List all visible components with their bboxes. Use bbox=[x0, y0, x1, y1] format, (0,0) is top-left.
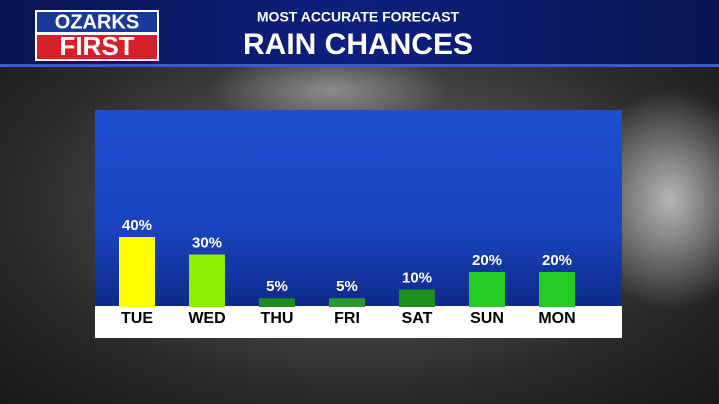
bar bbox=[329, 298, 365, 307]
data-label: 5% bbox=[266, 278, 288, 295]
bar bbox=[539, 272, 575, 307]
bar bbox=[399, 289, 435, 307]
x-tick-label: FRI bbox=[334, 310, 360, 327]
data-label: 5% bbox=[336, 278, 358, 295]
plot-area bbox=[95, 110, 622, 306]
x-tick-label: TUE bbox=[121, 310, 153, 327]
x-tick-label: SAT bbox=[402, 310, 433, 327]
logo-text: OZARKS bbox=[55, 11, 139, 33]
bar bbox=[189, 254, 225, 307]
data-label: 30% bbox=[192, 234, 222, 251]
bar bbox=[469, 272, 505, 307]
bar bbox=[259, 298, 295, 307]
label-strip bbox=[95, 306, 622, 338]
data-label: 20% bbox=[472, 252, 502, 269]
logo-box bbox=[35, 33, 159, 61]
subtitle: MOST ACCURATE FORECAST bbox=[257, 9, 460, 25]
data-label: 40% bbox=[122, 217, 152, 234]
x-tick-label: SUN bbox=[470, 310, 504, 327]
data-label: 20% bbox=[542, 252, 572, 269]
bar bbox=[119, 237, 155, 307]
x-tick-label: MON bbox=[538, 310, 575, 327]
data-label: 10% bbox=[402, 269, 432, 286]
chart-title: RAIN CHANCES bbox=[243, 28, 473, 61]
x-tick-label: THU bbox=[261, 310, 294, 327]
logo-text: FIRST bbox=[59, 31, 134, 61]
x-tick-label: WED bbox=[188, 310, 225, 327]
header-line bbox=[0, 64, 719, 67]
